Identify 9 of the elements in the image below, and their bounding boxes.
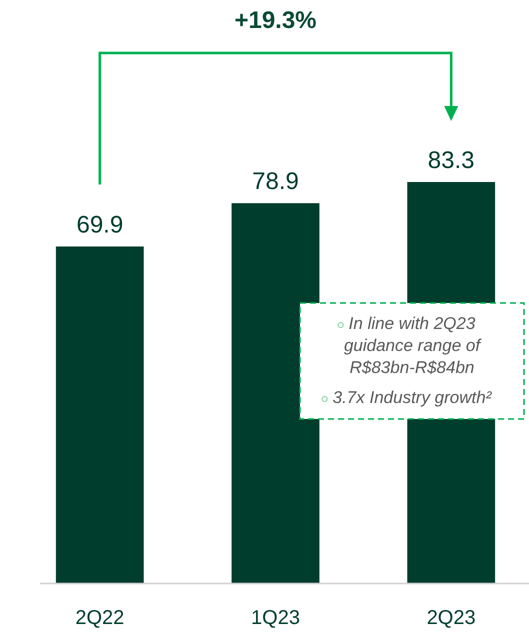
- text: +19.3%: [234, 7, 317, 34]
- annotation: In line with 2Q23 guidance range of R$83bn-R$84bn: [344, 314, 482, 377]
- data-label: 83.3: [428, 147, 475, 174]
- annotation: 3.7x Industry growth²: [332, 388, 493, 407]
- x-tick-label: 2Q22: [75, 607, 124, 629]
- data-label: 78.9: [252, 168, 299, 196]
- x-tick-label: 2Q23: [426, 607, 476, 629]
- x-tick-label: 1Q23: [251, 607, 300, 629]
- data-label: 69.9: [76, 212, 124, 239]
